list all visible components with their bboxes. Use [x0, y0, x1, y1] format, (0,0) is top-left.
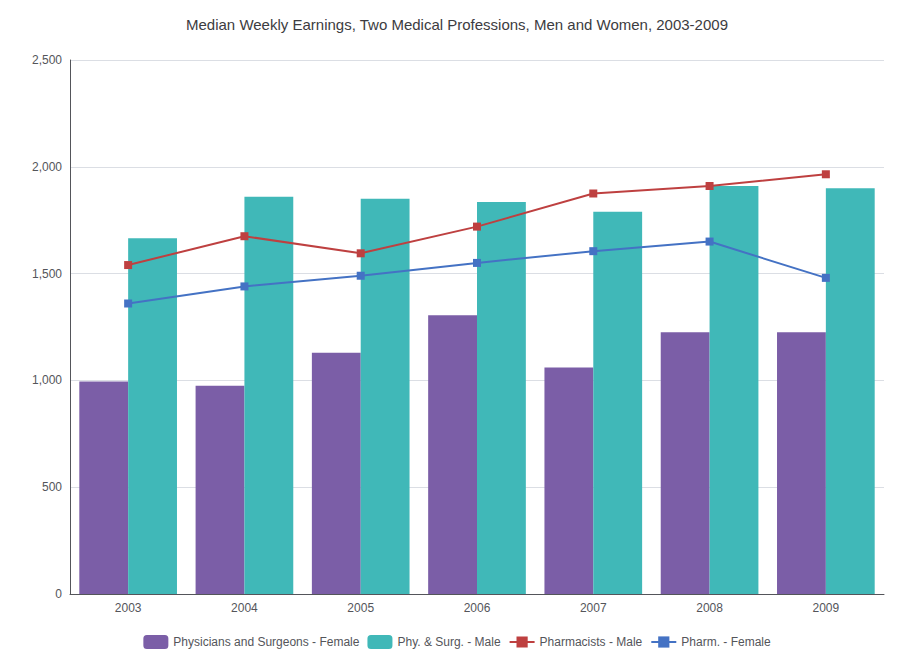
svg-text:1,000: 1,000	[32, 373, 62, 387]
svg-text:0: 0	[55, 587, 62, 601]
svg-text:2008: 2008	[696, 601, 723, 615]
svg-text:2,500: 2,500	[32, 53, 62, 67]
svg-text:2,000: 2,000	[32, 160, 62, 174]
svg-text:Phy. & Surg. - Male: Phy. & Surg. - Male	[397, 635, 500, 649]
svg-text:500: 500	[42, 480, 62, 494]
svg-text:2007: 2007	[580, 601, 607, 615]
svg-text:2003: 2003	[115, 601, 142, 615]
svg-text:Median Weekly Earnings, Two Me: Median Weekly Earnings, Two Medical Prof…	[186, 16, 728, 33]
svg-text:2009: 2009	[813, 601, 840, 615]
svg-text:2006: 2006	[464, 601, 491, 615]
svg-text:Pharm. - Female: Pharm. - Female	[681, 635, 771, 649]
svg-text:2004: 2004	[231, 601, 258, 615]
svg-text:Pharmacists - Male: Pharmacists - Male	[540, 635, 643, 649]
svg-text:1,500: 1,500	[32, 267, 62, 281]
svg-text:Physicians and Surgeons - Fema: Physicians and Surgeons - Female	[173, 635, 359, 649]
svg-text:2005: 2005	[347, 601, 374, 615]
